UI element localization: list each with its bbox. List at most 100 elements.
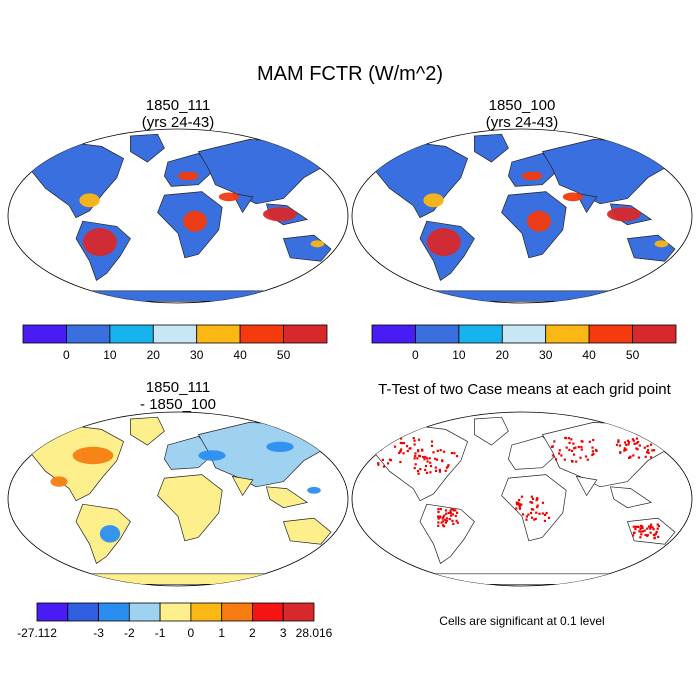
map-bottom-right-land-northAmerica	[372, 423, 469, 502]
significant-cell-59	[453, 452, 456, 455]
significant-cell-192	[531, 501, 534, 504]
map-bottom-left-field-patch-0	[72, 446, 114, 465]
colorbar-difference-label-1: -3	[93, 626, 104, 640]
significant-cell-206	[446, 517, 449, 520]
map-bottom-left-land-antarctica	[38, 573, 318, 585]
significant-cell-148	[632, 454, 635, 457]
colorbar-difference-box-5	[190, 602, 223, 622]
colorbar-top-left-label-4: 40	[233, 348, 247, 362]
map-top-right-land-europe	[508, 153, 560, 187]
significant-cell-99	[581, 440, 584, 443]
map-top-right-field-patch-6	[654, 240, 669, 248]
significant-cell-272	[632, 525, 635, 528]
significant-cell-42	[423, 458, 426, 461]
colorbar-top-left-label-2: 20	[147, 348, 161, 362]
significant-cell-69	[413, 467, 416, 470]
significant-cell-31	[399, 450, 402, 453]
significant-cell-116	[570, 449, 574, 452]
colorbar-top-right-label-3: 30	[539, 348, 553, 362]
significant-cell-213	[455, 519, 458, 522]
significant-cell-151	[623, 441, 627, 444]
significant-cell-51	[455, 455, 459, 458]
significant-cell-261	[649, 531, 652, 534]
significant-cell-187	[518, 505, 521, 508]
map-top-right-field-patch-0	[426, 228, 461, 257]
significant-cell-263	[657, 525, 660, 528]
significant-cell-109	[565, 446, 568, 449]
panel-title-top-left-line2: (yrs 24-43)	[141, 114, 215, 131]
significant-cell-6	[412, 437, 415, 440]
significant-cell-242	[650, 523, 653, 526]
significant-cell-23	[401, 442, 404, 445]
map-top-right-field-patch-2	[607, 207, 641, 222]
significant-cell-18	[405, 445, 409, 448]
significant-cell-277	[641, 530, 644, 533]
significant-cell-218	[444, 518, 447, 521]
significant-cell-141	[618, 444, 622, 447]
colorbar-top-left-box-0	[22, 324, 67, 344]
significant-cell-185	[520, 503, 523, 506]
significant-cell-168	[520, 495, 524, 498]
colorbar-top-right-box-2	[458, 324, 503, 344]
significant-cell-48	[434, 469, 438, 472]
significant-cell-137	[619, 451, 622, 454]
significant-cell-209	[452, 509, 455, 512]
significant-cell-232	[443, 525, 446, 528]
panel-title-top-left-line1: 1850_111	[145, 97, 211, 114]
map-bottom-left-field-patch-4	[307, 486, 321, 494]
significant-cell-199	[522, 513, 525, 516]
significant-cell-50	[419, 467, 422, 471]
significant-cell-262	[632, 534, 635, 537]
significant-cell-45	[413, 457, 416, 460]
significant-cell-27	[400, 437, 403, 440]
significant-cell-182	[533, 518, 536, 521]
significant-cell-37	[424, 464, 428, 468]
colorbar-difference-label-6: 2	[249, 626, 256, 640]
significant-cell-21	[377, 463, 380, 466]
significant-cell-186	[519, 503, 522, 506]
significant-cell-143	[635, 447, 638, 450]
colorbar-difference-label-7: 3	[280, 626, 287, 640]
colorbar-top-right-box-1	[414, 324, 460, 344]
significant-cell-81	[554, 458, 558, 461]
colorbar-difference-label-8: 28.016	[296, 626, 333, 640]
significant-cell-193	[541, 501, 544, 504]
panel-title-bottom-right: T-Test of two Case means at each grid po…	[378, 381, 671, 398]
significant-cell-246	[657, 535, 660, 538]
significant-cell-136	[625, 448, 628, 451]
significant-cell-15	[413, 443, 416, 446]
significant-cell-114	[564, 437, 568, 440]
significant-cell-118	[568, 441, 571, 444]
significant-cell-208	[445, 519, 448, 523]
map-top-left-field-patch-0	[82, 228, 117, 257]
significant-cell-188	[525, 515, 528, 518]
colorbar-top-left-label-5: 50	[277, 348, 291, 362]
map-bottom-right-land-africa	[501, 474, 567, 542]
significant-cell-129	[617, 440, 620, 443]
significant-cell-162	[515, 507, 518, 510]
significant-cell-244	[644, 533, 647, 537]
significant-cell-153	[628, 456, 631, 459]
significant-cell-195	[530, 516, 534, 519]
significant-cell-238	[437, 517, 440, 520]
significant-cell-60	[436, 449, 439, 452]
significant-cell-113	[568, 448, 571, 451]
significant-cell-174	[536, 504, 539, 507]
colorbar-difference: -27.112 -3 -2 -1 0 1 2 3 28.016	[17, 602, 333, 640]
significant-cell-239	[451, 519, 454, 522]
map-bottom-left-land-australia	[282, 517, 332, 545]
page-title: MAM FCTR (W/m^2)	[256, 63, 443, 85]
colorbar-difference-label-3: -1	[155, 626, 166, 640]
significant-cell-279	[655, 530, 658, 533]
significant-cell-132	[625, 443, 628, 446]
significant-cell-158	[623, 447, 626, 450]
significant-cell-66	[442, 450, 446, 453]
significant-cell-240	[656, 527, 659, 530]
significant-cell-253	[639, 527, 642, 530]
significant-cell-221	[447, 511, 450, 515]
colorbar-top-left-box-2	[109, 324, 154, 344]
significant-cell-178	[515, 501, 518, 504]
colorbar-top-left-label-0: 0	[63, 348, 70, 362]
map-panel-top-right	[351, 128, 693, 304]
significant-cell-138	[653, 449, 656, 452]
